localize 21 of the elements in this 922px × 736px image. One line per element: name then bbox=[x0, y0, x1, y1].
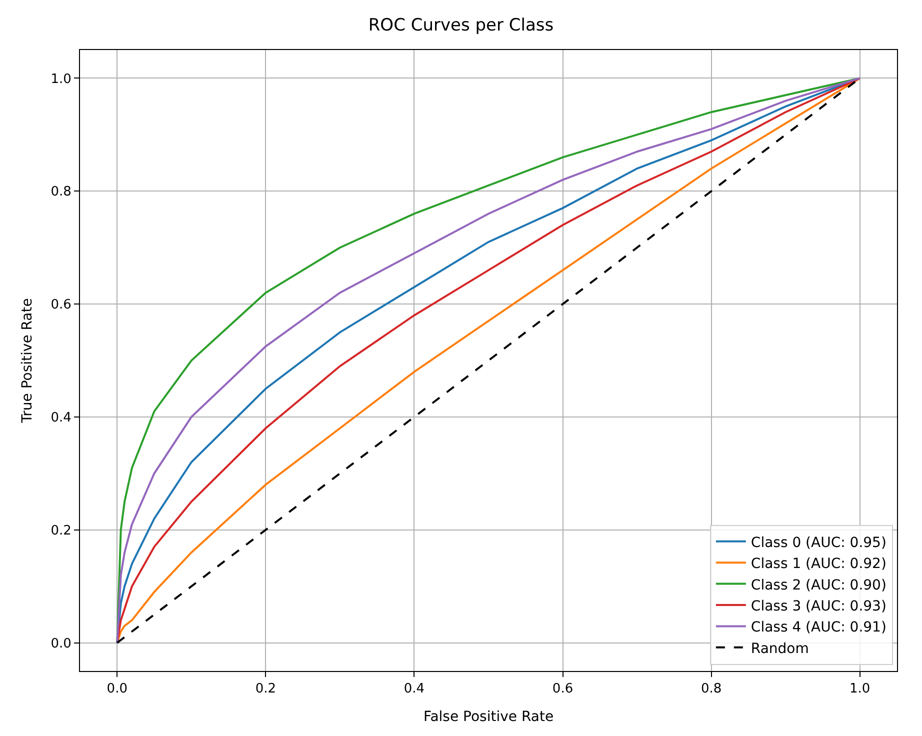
legend-label: Class 4 (AUC: 0.91) bbox=[750, 620, 886, 636]
y-tick-label: 1.0 bbox=[50, 72, 72, 87]
legend-label: Class 3 (AUC: 0.93) bbox=[750, 598, 886, 614]
y-tick-label: 0.4 bbox=[50, 410, 72, 426]
y-tick-label: 0.8 bbox=[50, 184, 72, 200]
x-tick-label: 0.0 bbox=[106, 682, 128, 697]
legend-label: Class 2 (AUC: 0.90) bbox=[750, 577, 886, 594]
legend-label: Class 0 (AUC: 0.95) bbox=[750, 534, 886, 551]
x-tick-label: 0.2 bbox=[255, 682, 276, 697]
y-axis-title: True Positive Rate bbox=[19, 298, 36, 424]
legend-label: Class 1 (AUC: 0.92) bbox=[750, 556, 886, 572]
x-tick-label: 0.8 bbox=[700, 682, 722, 697]
chart-title: ROC Curves per Class bbox=[368, 15, 554, 36]
x-tick-label: 1.0 bbox=[850, 682, 870, 697]
y-tick-label: 0.6 bbox=[50, 298, 72, 313]
y-tick-label: 0.2 bbox=[50, 523, 72, 538]
x-axis-title: False Positive Rate bbox=[423, 708, 554, 725]
y-tick-label: 0.0 bbox=[50, 636, 72, 652]
x-tick-label: 0.6 bbox=[552, 682, 574, 697]
legend-label: Random bbox=[750, 640, 809, 657]
x-tick-label: 0.4 bbox=[404, 682, 425, 697]
